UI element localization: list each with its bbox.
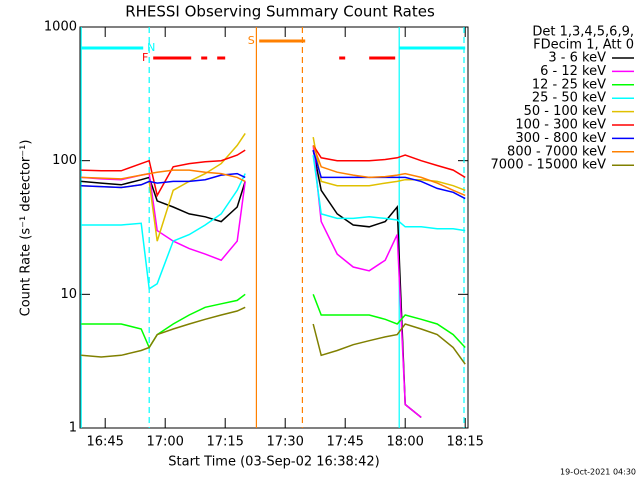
x-tick-label: 18:15 <box>446 435 483 450</box>
legend-label: 3 - 6 keV <box>548 51 606 66</box>
legend-label: 12 - 25 keV <box>532 77 606 92</box>
y-tick-label: 100 <box>52 153 77 168</box>
flag-label: F <box>142 51 148 64</box>
legend-label: 300 - 800 keV <box>515 131 606 146</box>
x-tick-label: 17:45 <box>326 435 363 450</box>
x-tick-label: 16:45 <box>86 435 123 450</box>
series-line <box>81 306 466 365</box>
series-line <box>81 145 422 418</box>
x-tick-label: 17:00 <box>146 435 183 450</box>
legend-label: 7000 - 15000 keV <box>491 158 607 173</box>
legend-label: 800 - 7000 keV <box>507 144 606 159</box>
series-line <box>81 293 466 350</box>
series-line <box>81 144 466 198</box>
x-axis-label: Start Time (03-Sep-02 16:38:42) <box>168 455 379 470</box>
x-tick-label: 17:30 <box>266 435 303 450</box>
series-line <box>81 145 466 197</box>
footer: 19-Oct-2021 04:30 <box>560 468 636 477</box>
legend-label: 100 - 300 keV <box>515 118 606 133</box>
legend-header: Det 1,3,4,5,6,9, <box>532 25 634 40</box>
x-tick-label: 17:15 <box>206 435 243 450</box>
legend-label: 6 - 12 keV <box>540 64 606 79</box>
y-tick-label: 1000 <box>44 20 77 35</box>
flag-label: S <box>248 34 255 47</box>
x-tick-label: 18:00 <box>386 435 423 450</box>
plot-frame <box>79 26 469 429</box>
y-tick-label: 1 <box>69 421 77 436</box>
chart-title: RHESSI Observing Summary Count Rates <box>125 3 435 21</box>
legend-label: 50 - 100 keV <box>524 104 607 119</box>
legend-label: 25 - 50 keV <box>532 91 606 106</box>
flag-label: N <box>147 41 155 54</box>
legend-header: FDecim 1, Att 0 <box>533 38 634 53</box>
y-tick-label: 10 <box>60 287 77 302</box>
series-line <box>81 154 466 291</box>
y-axis-label: Count Rate (s⁻¹ detector⁻¹) <box>19 140 34 317</box>
